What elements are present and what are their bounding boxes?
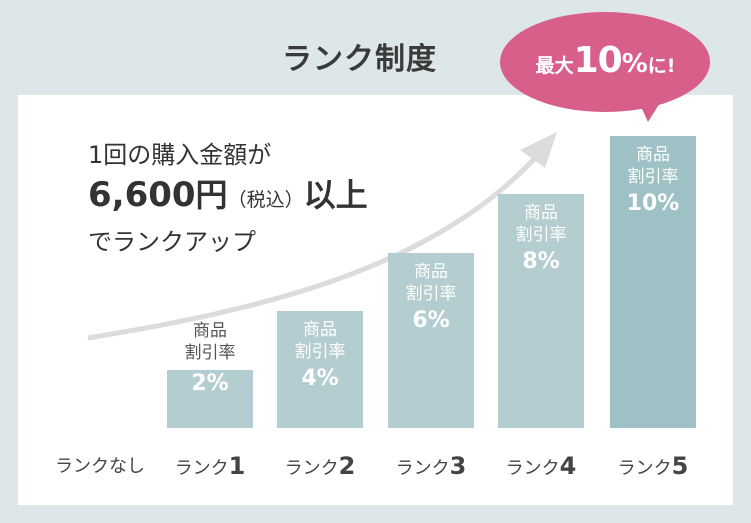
speech-bubble — [500, 12, 710, 122]
lead-line-2: 6,600円（税込）以上 — [88, 170, 368, 216]
bar-caption-line: 割引率 — [184, 342, 236, 363]
rank-label: ランク1 — [155, 452, 265, 480]
badge-value: 10 — [573, 40, 623, 81]
arrow-head-icon — [520, 132, 557, 168]
rank-label: ランク4 — [486, 452, 596, 480]
lead-amount: 6,600 — [88, 175, 196, 215]
bar-caption: 商品 割引率 — [600, 144, 706, 188]
bar — [277, 311, 363, 428]
bar-caption-line: 商品 — [414, 261, 448, 282]
rank-label-text: ランクなし — [55, 456, 145, 477]
rank-number: 1 — [228, 452, 246, 480]
lead-suffix: 以上 — [303, 176, 368, 214]
bar-caption-line: 割引率 — [515, 225, 567, 246]
bar-caption-line: 商品 — [524, 203, 558, 224]
bar-caption-line: 商品 — [303, 320, 337, 341]
bar-caption: 商品 割引率 — [488, 202, 594, 246]
rank-label: ランク2 — [265, 452, 375, 480]
bar-value-label: 8% — [522, 249, 560, 275]
bar-caption-line: 割引率 — [627, 167, 679, 187]
bar — [388, 252, 474, 428]
bar-caption-line: 割引率 — [405, 283, 457, 304]
lead-tax: （税込） — [227, 189, 304, 211]
rank-label: ランク3 — [376, 452, 486, 480]
rank-label-text: ランク — [505, 458, 560, 479]
bar-value-label: 10% — [626, 191, 680, 216]
rank-label-text: ランク — [284, 458, 339, 479]
bar-caption-line: 商品 — [636, 145, 670, 165]
rank-label-text: ランク — [174, 458, 229, 479]
badge-suffix: に! — [647, 55, 676, 77]
bar-caption: 商品 割引率 — [267, 319, 373, 363]
bar-caption: 商品 割引率 — [378, 261, 484, 305]
rank-number: 2 — [338, 452, 356, 480]
arrow-curve — [87, 156, 537, 341]
bar — [610, 136, 696, 428]
bar-caption-line: 割引率 — [294, 342, 346, 363]
rank-number: 5 — [671, 452, 689, 480]
badge-unit: % — [621, 49, 648, 79]
bar — [498, 194, 584, 428]
lead-line-3: でランクアップ — [88, 228, 256, 256]
bubble-body — [500, 12, 710, 112]
rank-label: ランクなし — [45, 452, 155, 478]
bar-value-label: 6% — [412, 307, 450, 333]
bar-value-label: 4% — [301, 366, 339, 392]
bubble-tail — [638, 98, 663, 122]
bar-caption-line: 商品 — [193, 320, 227, 341]
badge-prefix: 最大 — [535, 55, 574, 77]
rank-number: 4 — [559, 452, 577, 480]
bar-caption: 商品 割引率 — [157, 320, 263, 364]
max-discount-badge: 最大10%に! — [498, 40, 713, 81]
rank-label: ランク5 — [598, 452, 708, 480]
page-title: ランク制度 — [282, 42, 437, 77]
bar — [167, 369, 253, 428]
rank-label-text: ランク — [395, 458, 450, 479]
rank-number: 3 — [449, 452, 467, 480]
rank-label-text: ランク — [617, 458, 672, 479]
lead-yen: 円 — [195, 176, 228, 214]
lead-line-1: 1回の購入金額が — [88, 141, 272, 169]
bar-value-label: 2% — [191, 370, 229, 396]
